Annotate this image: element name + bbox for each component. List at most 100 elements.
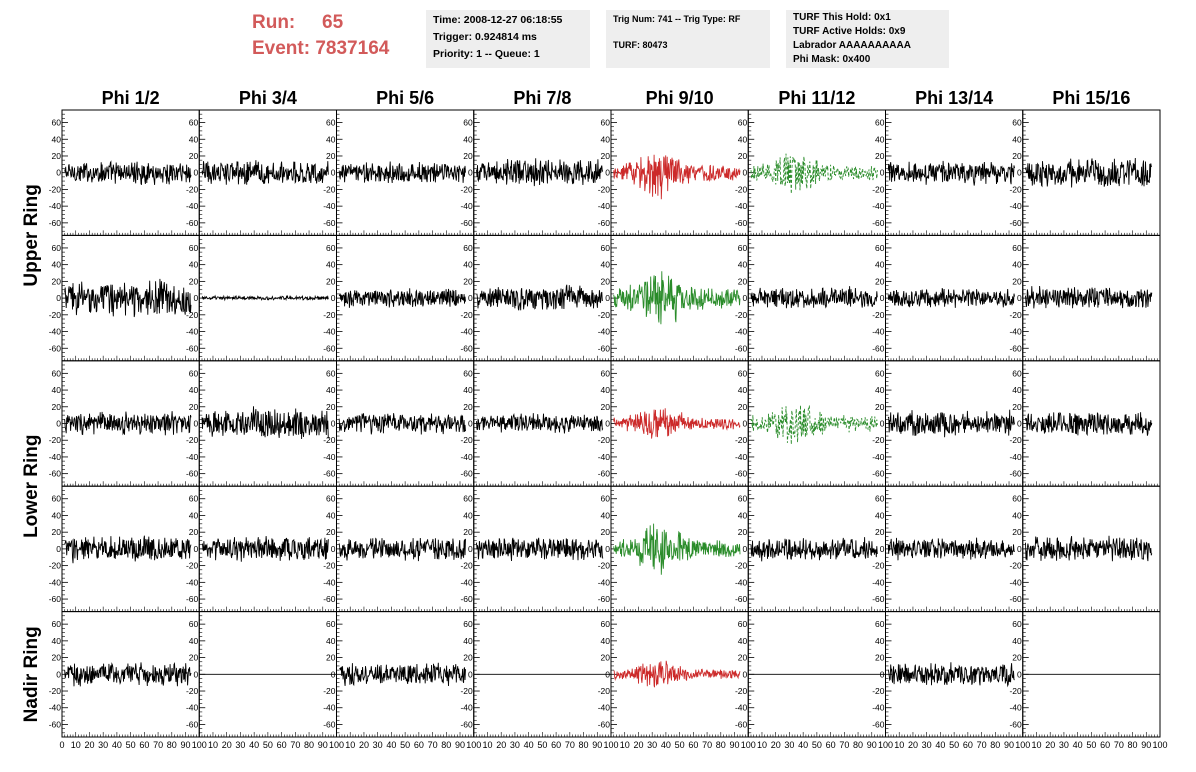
x-tick-label: 30: [235, 740, 245, 750]
x-tick-label: 90: [318, 740, 328, 750]
waveform-trace: [338, 413, 466, 435]
labrador-text: Labrador AAAAAAAAAA: [793, 40, 911, 51]
turf-info-box: TURF This Hold: 0x1 TURF Active Holds: 0…: [786, 10, 949, 68]
y-tick-label: 40: [326, 510, 336, 520]
x-tick-label: 60: [139, 740, 149, 750]
y-tick-label: -40: [49, 327, 62, 337]
y-tick-label: -20: [1009, 184, 1022, 194]
y-tick-label: 20: [463, 276, 473, 286]
y-tick-label: -40: [49, 703, 62, 713]
x-tick-label: 30: [922, 740, 932, 750]
x-tick-label: 10: [757, 740, 767, 750]
y-tick-label: -40: [735, 703, 748, 713]
x-tick-label: 90: [455, 740, 465, 750]
y-tick-label: 40: [463, 260, 473, 270]
y-tick-label: 0: [56, 293, 61, 303]
y-tick-label: -60: [323, 469, 336, 479]
x-tick-label: 20: [908, 740, 918, 750]
y-tick-label: -20: [872, 561, 885, 571]
waveform-trace: [887, 662, 1015, 688]
x-tick-label: 70: [290, 740, 300, 750]
row-title: Lower Ring: [21, 434, 42, 537]
x-tick-label: 20: [633, 740, 643, 750]
y-tick-label: -60: [49, 343, 62, 353]
y-tick-label: 20: [601, 527, 611, 537]
y-tick-label: -20: [49, 184, 62, 194]
y-tick-label: 40: [1012, 385, 1022, 395]
y-tick-label: -60: [49, 719, 62, 729]
y-tick-label: -20: [1009, 561, 1022, 571]
y-tick-label: -40: [598, 703, 611, 713]
x-tick-label: 60: [1100, 740, 1110, 750]
waveform-trace: [338, 161, 466, 184]
y-tick-label: 0: [605, 168, 610, 178]
y-tick-label: 40: [875, 636, 885, 646]
y-tick-label: 20: [1012, 402, 1022, 412]
y-tick-label: 20: [738, 527, 748, 537]
time-info-box: Time: 2008-12-27 06:18:55 Trigger: 0.924…: [426, 10, 590, 68]
y-tick-label: 60: [326, 494, 336, 504]
turf-active-text: TURF Active Holds: 0x9: [793, 26, 906, 37]
y-tick-label: -20: [1009, 435, 1022, 445]
y-tick-label: -40: [598, 452, 611, 462]
y-tick-label: -60: [323, 594, 336, 604]
y-tick-label: -20: [323, 435, 336, 445]
y-tick-label: 40: [326, 385, 336, 395]
y-tick-label: 20: [463, 402, 473, 412]
x-tick-label: 10: [482, 740, 492, 750]
y-tick-label: 60: [601, 619, 611, 629]
y-tick-label: 20: [52, 151, 62, 161]
waveform-trace: [201, 406, 329, 440]
waveform-trace: [64, 661, 192, 687]
y-tick-label: -20: [598, 435, 611, 445]
x-tick-label: 80: [304, 740, 314, 750]
y-tick-label: -40: [323, 577, 336, 587]
x-tick-label: 20: [771, 740, 781, 750]
y-tick-label: 0: [468, 293, 473, 303]
x-tick-label: 100: [603, 740, 618, 750]
y-tick-label: 40: [189, 510, 199, 520]
x-tick-label: 70: [428, 740, 438, 750]
waveform-trace: [64, 411, 192, 436]
waveform-trace: [1025, 411, 1153, 437]
y-tick-label: 40: [601, 636, 611, 646]
x-tick-label: 40: [524, 740, 534, 750]
x-tick-label: 20: [222, 740, 232, 750]
y-tick-label: -40: [186, 452, 199, 462]
x-tick-label: 40: [386, 740, 396, 750]
trig-text: Trig Num: 741 -- Trig Type: RF: [613, 14, 741, 24]
y-tick-label: 60: [738, 118, 748, 128]
y-tick-label: -20: [1009, 686, 1022, 696]
y-tick-label: 40: [52, 385, 62, 395]
x-tick-label: 100: [192, 740, 207, 750]
y-tick-label: 60: [738, 368, 748, 378]
y-tick-label: 0: [880, 168, 885, 178]
y-tick-label: 40: [1012, 636, 1022, 646]
y-tick-label: 40: [1012, 510, 1022, 520]
y-tick-label: -40: [872, 577, 885, 587]
x-tick-label: 100: [878, 740, 893, 750]
x-tick-label: 90: [730, 740, 740, 750]
x-tick-label: 90: [592, 740, 602, 750]
y-tick-label: 40: [601, 510, 611, 520]
y-tick-label: 40: [189, 636, 199, 646]
y-tick-label: 40: [738, 385, 748, 395]
y-tick-label: 60: [875, 494, 885, 504]
x-tick-label: 50: [400, 740, 410, 750]
y-tick-label: -40: [460, 327, 473, 337]
y-tick-label: -60: [872, 594, 885, 604]
y-tick-label: -20: [323, 561, 336, 571]
x-tick-label: 70: [977, 740, 987, 750]
y-tick-label: 0: [605, 293, 610, 303]
y-tick-label: -20: [460, 184, 473, 194]
y-tick-label: 40: [738, 510, 748, 520]
y-tick-label: 0: [194, 293, 199, 303]
y-tick-label: 60: [326, 619, 336, 629]
y-tick-label: -60: [460, 594, 473, 604]
y-tick-label: -60: [598, 218, 611, 228]
y-tick-label: 20: [189, 402, 199, 412]
y-tick-label: 20: [1012, 527, 1022, 537]
run-value: 65: [322, 12, 344, 33]
turf-text: TURF: 80473: [613, 40, 668, 50]
y-tick-label: -60: [49, 594, 62, 604]
